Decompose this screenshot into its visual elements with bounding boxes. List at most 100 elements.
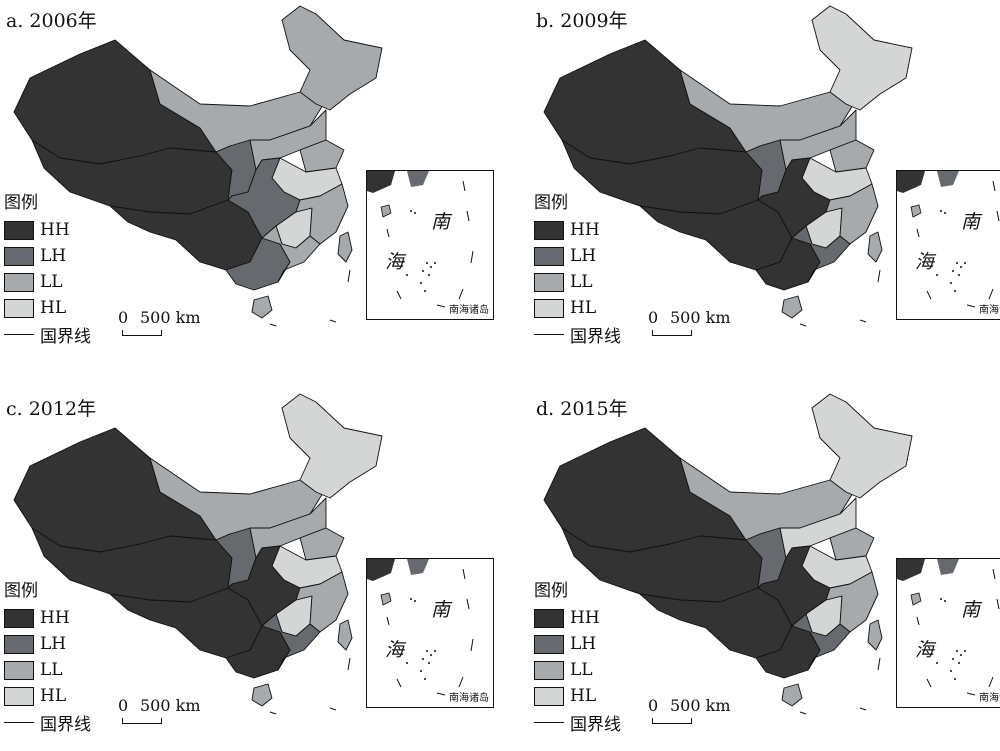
legend-item-hh: HH bbox=[534, 605, 621, 631]
south-china-sea-inset: 南 海 南海诸岛 bbox=[896, 170, 1000, 320]
legend-item-hl: HL bbox=[4, 295, 91, 321]
legend-item-border: 国界线 bbox=[534, 709, 621, 735]
panel-title: a. 2006年 bbox=[6, 10, 97, 32]
map-panel-c: c. 2012年 图例 HH LH LL HL 国界线 0 500 km 南 海… bbox=[0, 388, 500, 751]
legend-item-ll: LL bbox=[534, 657, 621, 683]
legend-swatch bbox=[534, 298, 564, 318]
map-panel-b: b. 2009年 图例 HH LH LL HL 国界线 0 500 km 南 海… bbox=[530, 0, 1000, 363]
sea-label: 南 bbox=[431, 211, 451, 233]
legend-item-hh: HH bbox=[4, 605, 91, 631]
legend-item-border: 国界线 bbox=[534, 321, 621, 347]
panel-title: d. 2015年 bbox=[536, 398, 628, 420]
legend-title: 图例 bbox=[4, 581, 38, 601]
legend-item-hh: HH bbox=[4, 217, 91, 243]
inset-caption: 南海诸岛 bbox=[979, 305, 1000, 316]
border-line-symbol bbox=[4, 721, 34, 723]
sea-label: 南 bbox=[961, 599, 981, 621]
sea-label: 海 bbox=[385, 639, 405, 661]
south-china-sea-inset: 南 海 南海诸岛 bbox=[896, 558, 1000, 708]
region-shandong bbox=[299, 527, 345, 561]
region-northeast bbox=[281, 5, 383, 111]
panel-title: b. 2009年 bbox=[536, 10, 628, 32]
legend: 图例 HH LH LL HL 国界线 bbox=[534, 576, 621, 735]
sea-label: 海 bbox=[915, 251, 935, 273]
sea-label: 海 bbox=[915, 639, 935, 661]
legend-title: 图例 bbox=[534, 581, 568, 601]
region-guangdong bbox=[791, 613, 851, 671]
legend-item-ll: LL bbox=[4, 269, 91, 295]
legend-swatch bbox=[4, 686, 34, 706]
inset-map bbox=[367, 171, 474, 308]
island-marks bbox=[799, 657, 881, 715]
south-china-sea-inset: 南 海 南海诸岛 bbox=[366, 170, 494, 320]
legend-item-lh: LH bbox=[534, 243, 621, 269]
legend-swatch bbox=[534, 634, 564, 654]
inset-map bbox=[897, 559, 1000, 696]
island-marks bbox=[799, 269, 881, 327]
legend-swatch bbox=[4, 246, 34, 266]
region-taiwan bbox=[337, 231, 353, 263]
legend-item-ll: LL bbox=[4, 657, 91, 683]
legend-item-lh: LH bbox=[534, 631, 621, 657]
region-east-coast bbox=[295, 571, 349, 633]
legend-swatch bbox=[534, 220, 564, 240]
legend-item-ll: LL bbox=[534, 269, 621, 295]
inset-caption: 南海诸岛 bbox=[979, 693, 1000, 704]
border-line-symbol bbox=[534, 333, 564, 335]
china-map bbox=[543, 393, 913, 715]
south-china-sea-inset: 南 海 南海诸岛 bbox=[366, 558, 494, 708]
legend-swatch bbox=[534, 272, 564, 292]
border-line-symbol bbox=[534, 721, 564, 723]
region-northeast bbox=[811, 393, 913, 499]
region-guangdong bbox=[791, 225, 851, 283]
island-marks bbox=[269, 657, 351, 715]
region-guangdong bbox=[261, 613, 321, 671]
sea-label: 南 bbox=[431, 599, 451, 621]
china-map bbox=[13, 393, 383, 715]
legend-swatch bbox=[4, 298, 34, 318]
legend-item-lh: LH bbox=[4, 631, 91, 657]
inset-map bbox=[367, 559, 474, 696]
border-line-symbol bbox=[4, 333, 34, 335]
legend-swatch bbox=[534, 660, 564, 680]
region-east-coast bbox=[825, 183, 879, 245]
region-guangdong bbox=[261, 225, 321, 283]
panel-title: c. 2012年 bbox=[6, 398, 97, 420]
region-hainan bbox=[781, 295, 803, 319]
china-map bbox=[13, 5, 383, 327]
region-shandong bbox=[829, 527, 875, 561]
region-hainan bbox=[781, 683, 803, 707]
legend-item-hh: HH bbox=[534, 217, 621, 243]
region-taiwan bbox=[867, 619, 883, 651]
legend-swatch bbox=[534, 608, 564, 628]
region-shandong bbox=[829, 139, 875, 173]
legend-item-hl: HL bbox=[534, 295, 621, 321]
legend-item-lh: LH bbox=[4, 243, 91, 269]
legend-swatch bbox=[4, 608, 34, 628]
legend-title: 图例 bbox=[4, 193, 38, 213]
legend: 图例 HH LH LL HL 国界线 bbox=[534, 188, 621, 347]
legend-item-hl: HL bbox=[534, 683, 621, 709]
sea-label: 南 bbox=[961, 211, 981, 233]
legend-swatch bbox=[4, 634, 34, 654]
legend-swatch bbox=[534, 246, 564, 266]
legend-item-border: 国界线 bbox=[4, 321, 91, 347]
legend: 图例 HH LH LL HL 国界线 bbox=[4, 188, 91, 347]
region-east-coast bbox=[295, 183, 349, 245]
sea-label: 海 bbox=[385, 251, 405, 273]
region-northeast bbox=[281, 393, 383, 499]
legend-swatch bbox=[4, 272, 34, 292]
legend-swatch bbox=[4, 220, 34, 240]
region-hainan bbox=[251, 683, 273, 707]
map-panel-a: a. 2006年 图例 HH LH LL HL 国界线 0 500 km 南 海… bbox=[0, 0, 500, 363]
map-panel-d: d. 2015年 图例 HH LH LL HL 国界线 0 500 km 南 海… bbox=[530, 388, 1000, 751]
legend-item-border: 国界线 bbox=[4, 709, 91, 735]
legend-item-hl: HL bbox=[4, 683, 91, 709]
china-map bbox=[543, 5, 913, 327]
legend-title: 图例 bbox=[534, 193, 568, 213]
inset-map bbox=[897, 171, 1000, 308]
legend: 图例 HH LH LL HL 国界线 bbox=[4, 576, 91, 735]
island-marks bbox=[269, 269, 351, 327]
inset-caption: 南海诸岛 bbox=[449, 693, 489, 704]
legend-swatch bbox=[534, 686, 564, 706]
